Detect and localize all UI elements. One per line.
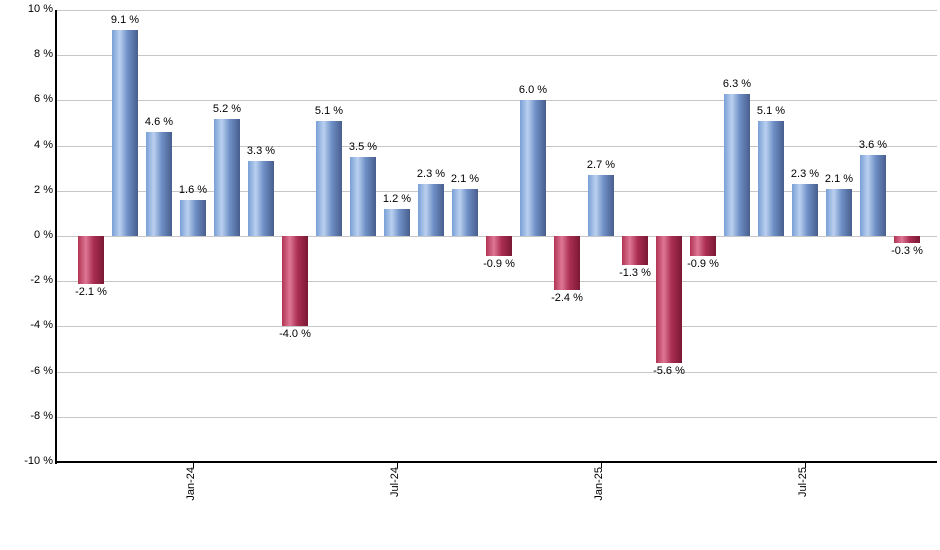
bar-value-label: -0.3 % [891, 244, 923, 257]
negative-bar [282, 236, 308, 327]
gridline [57, 281, 937, 282]
bar-value-label: -2.4 % [551, 292, 583, 305]
negative-bar [894, 236, 920, 243]
bar-value-label: 5.1 % [314, 104, 344, 117]
x-axis-tick [601, 463, 602, 468]
negative-bar [622, 236, 648, 266]
y-axis-tick-label: -8 % [30, 410, 53, 422]
bar-value-label: 2.1 % [450, 172, 480, 185]
positive-bar [180, 199, 206, 236]
y-axis-tick-label: -4 % [30, 319, 53, 331]
negative-bar [486, 236, 512, 257]
positive-bar [112, 30, 138, 236]
negative-bar [690, 236, 716, 257]
gridline [57, 417, 937, 418]
positive-bar [350, 156, 376, 236]
bar-value-label: 3.5 % [348, 140, 378, 153]
bar-value-label: 1.2 % [382, 192, 412, 205]
positive-bar [214, 118, 240, 236]
gridline [57, 10, 937, 11]
bar-value-label: 5.2 % [212, 102, 242, 115]
bar-value-label: -5.6 % [653, 364, 685, 377]
positive-bar [520, 100, 546, 236]
bar-value-label: 3.3 % [246, 145, 276, 158]
y-axis-tick-label: 10 % [27, 3, 53, 15]
bar-value-label: 3.6 % [858, 138, 888, 151]
positive-bar [758, 120, 784, 236]
positive-bar [860, 154, 886, 236]
bar-value-label: 2.3 % [416, 168, 446, 180]
gridline [57, 55, 937, 56]
x-axis-tick-label: Jan-24 [185, 467, 197, 501]
x-axis-line [55, 461, 937, 463]
bar-value-label: 2.3 % [790, 168, 820, 180]
negative-bar [554, 236, 580, 291]
y-axis-tick-label: 8 % [34, 48, 53, 60]
bar-value-label: 5.1 % [756, 104, 786, 117]
x-axis-tick [193, 463, 194, 468]
positive-bar [384, 208, 410, 236]
gridline [57, 146, 937, 147]
bar-value-label: -4.0 % [279, 328, 311, 341]
bar-value-label: -0.9 % [687, 258, 719, 271]
bar-value-label: 6.0 % [518, 84, 548, 97]
bar-value-label: -1.3 % [619, 267, 651, 280]
x-axis-tick-label: Jan-25 [593, 467, 605, 501]
gridline [57, 191, 937, 192]
y-axis-tick-label: 6 % [34, 93, 53, 105]
positive-bar [588, 175, 614, 236]
x-axis-tick [397, 463, 398, 468]
y-axis-tick-label: 4 % [34, 139, 53, 151]
y-axis-tick-label: 2 % [34, 184, 53, 196]
bar-value-label: 6.3 % [722, 77, 752, 90]
bar-value-label: 2.7 % [586, 159, 616, 171]
positive-bar [724, 93, 750, 236]
gridline [57, 326, 937, 327]
positive-bar [248, 161, 274, 236]
positive-bar [418, 184, 444, 236]
y-axis-tick-label: -2 % [30, 274, 53, 286]
gridline [57, 372, 937, 373]
negative-bar [78, 236, 104, 284]
bar-value-label: 2.1 % [824, 172, 854, 185]
x-axis-tick [805, 463, 806, 468]
y-axis-tick-label: 0 % [34, 229, 53, 241]
y-axis-line [55, 10, 57, 464]
positive-bar [316, 120, 342, 236]
y-axis-tick-label: -6 % [30, 365, 53, 377]
bar-value-label: -0.9 % [483, 258, 515, 271]
negative-bar [656, 236, 682, 363]
positive-bar [452, 188, 478, 236]
positive-bar [792, 184, 818, 236]
bar-value-label: 4.6 % [144, 116, 174, 128]
y-axis-tick-label: -10 % [24, 455, 53, 467]
bar-value-label: 9.1 % [110, 14, 140, 27]
positive-bar [146, 132, 172, 236]
x-axis-tick-label: Jul-24 [389, 467, 401, 497]
bar-value-label: 1.6 % [178, 183, 208, 196]
x-axis-tick-label: Jul-25 [797, 467, 809, 497]
positive-bar [826, 188, 852, 236]
gridline [57, 100, 937, 101]
bar-value-label: -2.1 % [75, 285, 107, 298]
